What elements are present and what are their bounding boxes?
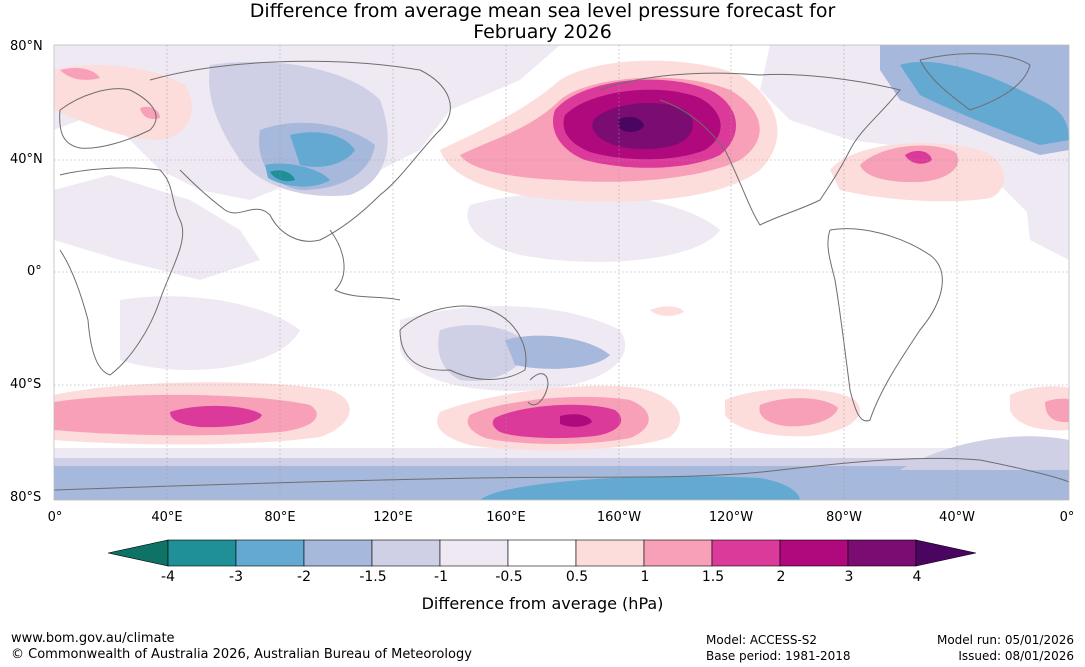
colorbar-segment (711, 539, 781, 567)
colorbar-tick-label: -1 (434, 569, 448, 585)
lat-label-80n: 80°N (10, 39, 43, 54)
footer-copyright: © Commonwealth of Australia 2026, Austra… (11, 647, 472, 662)
colorbar (107, 539, 977, 567)
lon-label-160w: 160°W (596, 510, 642, 525)
lat-label-equator: 0° (27, 264, 42, 279)
footer-model-run: Model run: 05/01/2026 (936, 633, 1074, 647)
colorbar-tick-label: -4 (161, 569, 175, 585)
lon-label-80e: 80°E (264, 510, 296, 525)
colorbar-segment (779, 539, 849, 567)
lat-label-80s: 80°S (10, 490, 42, 505)
colorbar-tick-label: -3 (229, 569, 243, 585)
anomaly-pos05-northwest-pacific (650, 306, 684, 316)
coast-africa (59, 167, 184, 376)
footer-model: Model: ACCESS-S2 (706, 633, 818, 647)
coast-north-america (599, 72, 901, 226)
chart-title-line1: Difference from average mean sea level p… (249, 0, 836, 22)
anomaly-pos1-south-atlantic (1045, 398, 1069, 423)
colorbar-tick-label: 1.5 (701, 569, 725, 585)
anomaly-pos15-south-pacific (492, 404, 622, 439)
colorbar-segment (847, 539, 917, 567)
anomaly-neg15-coral-sea (505, 335, 610, 369)
anomaly-pos4-north-pacific (618, 116, 644, 132)
anomaly-neg05-west-africa (54, 175, 260, 280)
colorbar-segment (439, 539, 509, 567)
coast-greenland (919, 53, 1031, 111)
colorbar-segment (371, 539, 441, 567)
lon-label-80w: 80°W (826, 510, 862, 525)
lon-label-40e: 40°E (151, 510, 183, 525)
lon-label-120w: 120°W (708, 510, 754, 525)
colorbar-tick-label: 4 (912, 569, 922, 585)
lon-label-0-left: 0° (47, 510, 63, 525)
colorbar-tick-label: 2 (776, 569, 786, 585)
lat-label-40n: 40°N (10, 152, 43, 167)
chart-title-line2: February 2026 (473, 21, 612, 43)
colorbar-segment (575, 539, 645, 567)
colorbar-segment (643, 539, 713, 567)
colorbar-tick-label: 3 (844, 569, 854, 585)
map-frame (53, 44, 1070, 501)
lon-label-120e: 120°E (373, 510, 413, 525)
footer-website: www.bom.gov.au/climate (11, 631, 175, 646)
anomaly-neg3-asia (270, 170, 295, 182)
anomaly-neg05-atlantic-east (1020, 140, 1069, 260)
colorbar-tick-label: -0.5 (495, 569, 523, 585)
coast-asia (149, 60, 451, 242)
colorbar-title: Difference from average (hPa) (421, 594, 664, 613)
colorbar-extend-high (915, 539, 977, 567)
coast-europe (59, 88, 157, 149)
coast-indochina (329, 229, 401, 301)
colorbar-segment (303, 539, 373, 567)
anomaly-neg05-indian-ocean (120, 296, 300, 370)
coastlines (54, 53, 1069, 491)
colorbar-tick-label: 0.5 (565, 569, 589, 585)
colorbar-segment (235, 539, 305, 567)
anomaly-neg05-tropical-pacific (467, 192, 720, 262)
anomaly-fields (54, 45, 1069, 500)
coast-south-america (827, 228, 943, 422)
anomaly-pos15-southern-indian (170, 405, 262, 428)
coast-new-zealand (527, 373, 549, 406)
anomaly-pos2-south-pacific (560, 414, 592, 427)
lat-label-40s: 40°S (10, 377, 42, 392)
colorbar-tick-label: 1 (640, 569, 650, 585)
anomaly-neg15-australia (438, 325, 530, 381)
anomaly-pos1-southeast-pacific (759, 398, 838, 427)
anomaly-pos05-europe (54, 65, 192, 140)
colorbar-segment (167, 539, 237, 567)
colorbar-tick-label: -1.5 (359, 569, 387, 585)
gridlines (54, 45, 1069, 500)
colorbar-tick-label: -2 (297, 569, 311, 585)
colorbar-segment (507, 539, 577, 567)
anomaly-neg15-antarctic-atlantic (900, 436, 1069, 470)
anomaly-neg2-greenland (900, 61, 1069, 145)
coast-antarctica (54, 457, 1069, 491)
anomaly-pos1-europe (60, 67, 160, 119)
anomaly-pos1-north-atlantic (860, 145, 959, 183)
lon-label-40w: 40°W (939, 510, 975, 525)
footer-base-period: Base period: 1981-2018 (706, 649, 851, 663)
lon-label-160e: 160°E (486, 510, 526, 525)
colorbar-extend-low (107, 539, 169, 567)
footer-issued: Issued: 08/01/2026 (958, 649, 1074, 663)
anomaly-pos15-north-atlantic (905, 150, 932, 164)
lon-label-0-right: 0° (1059, 510, 1075, 525)
anomaly-neg2-antarctic-pacific (480, 476, 800, 500)
coast-australia (399, 305, 527, 380)
